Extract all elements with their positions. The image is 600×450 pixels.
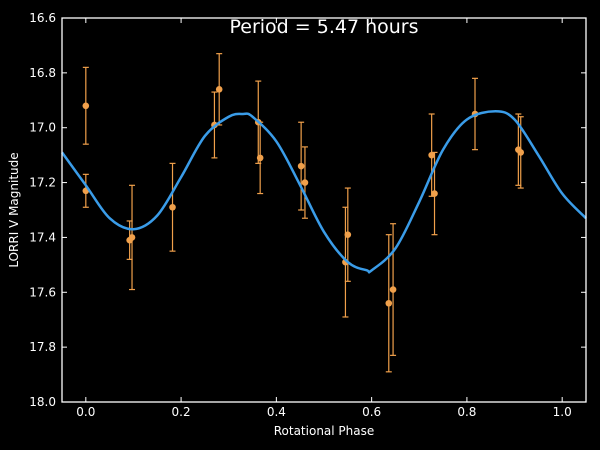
data-point bbox=[297, 162, 305, 170]
x-tick-label: 0.0 bbox=[76, 405, 95, 419]
x-axis-label: Rotational Phase bbox=[274, 424, 375, 438]
y-tick-label: 17.8 bbox=[29, 340, 56, 354]
data-point bbox=[431, 190, 438, 197]
data-point bbox=[128, 234, 136, 241]
y-axis-ticks: 16.6 16.8 17.0 17.2 17.4 17.6 17.8 18.0 bbox=[29, 11, 586, 409]
y-tick-label: 16.6 bbox=[29, 11, 56, 25]
data-point bbox=[389, 286, 397, 293]
chart-title: Period = 5.47 hours bbox=[229, 16, 418, 38]
x-tick-label: 0.2 bbox=[172, 405, 191, 419]
x-tick-label: 1.0 bbox=[553, 405, 572, 419]
data-point bbox=[428, 151, 435, 159]
y-tick-label: 17.4 bbox=[29, 230, 56, 244]
data-point bbox=[169, 203, 176, 211]
data-point bbox=[344, 231, 352, 238]
y-tick-label: 17.6 bbox=[29, 285, 56, 299]
data-point bbox=[385, 299, 393, 307]
y-tick-label: 17.2 bbox=[29, 176, 56, 190]
x-tick-label: 0.4 bbox=[267, 405, 286, 419]
y-tick-label: 17.0 bbox=[29, 121, 56, 135]
data-point bbox=[256, 154, 264, 162]
x-tick-label: 0.8 bbox=[457, 405, 476, 419]
data-point bbox=[215, 86, 223, 93]
data-points-layer bbox=[82, 86, 525, 307]
x-axis-ticks: 0.0 0.2 0.4 0.6 0.8 1.0 bbox=[76, 18, 572, 419]
data-point bbox=[517, 149, 525, 156]
axes-frame bbox=[61, 17, 587, 403]
y-axis-label: LORRI V Magnitude bbox=[7, 152, 21, 267]
data-point bbox=[301, 179, 309, 186]
data-point bbox=[82, 102, 90, 110]
y-tick-label: 18.0 bbox=[29, 395, 56, 409]
y-tick-label: 16.8 bbox=[29, 66, 56, 80]
x-tick-label: 0.6 bbox=[362, 405, 381, 419]
sinusoid-fit-curve bbox=[60, 110, 587, 274]
